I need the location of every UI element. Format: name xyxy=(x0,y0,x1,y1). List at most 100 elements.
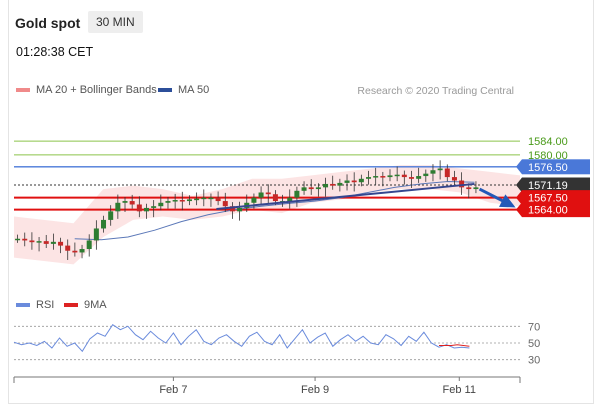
level-badge-pointer-2 xyxy=(516,159,522,175)
x-tick-label-2: Feb 11 xyxy=(443,384,476,396)
candle-body xyxy=(115,202,121,212)
candle-body xyxy=(101,219,107,229)
rsi-tick-0: 70 xyxy=(528,321,540,333)
candle-body xyxy=(22,238,28,241)
legend-ma50-label: MA 50 xyxy=(178,84,210,96)
candle-body xyxy=(151,206,157,208)
legend-bollinger-label: MA 20 + Bollinger Bands xyxy=(36,84,157,96)
level-badge-3 xyxy=(522,177,590,193)
instrument-title: Gold spot xyxy=(15,15,81,31)
candle-body xyxy=(444,168,450,178)
rsi-9ma-line xyxy=(439,344,470,347)
candle-body xyxy=(401,174,407,178)
candle-body xyxy=(58,241,64,246)
candle-body xyxy=(186,199,192,202)
level-label-0: 1584.00 xyxy=(528,136,568,148)
candle-body xyxy=(323,183,329,188)
candle-body xyxy=(86,240,92,250)
ma50-line xyxy=(74,180,475,241)
candle-body xyxy=(72,250,78,253)
legend-9ma-label: 9MA xyxy=(84,299,107,311)
candle-body xyxy=(466,187,472,190)
candle-body xyxy=(158,202,164,207)
candle-body xyxy=(258,192,264,198)
candle-body xyxy=(451,177,457,181)
candle-body xyxy=(373,176,379,178)
timestamp: 01:28:38 CET xyxy=(16,45,94,59)
x-tick-label-0: Feb 7 xyxy=(159,384,187,396)
candle-body xyxy=(437,168,443,171)
candle-body xyxy=(315,187,321,190)
candle-body xyxy=(29,240,35,243)
candle-body xyxy=(15,238,21,241)
candle-body xyxy=(222,201,228,207)
candle-body xyxy=(337,182,343,186)
candle-body xyxy=(43,241,49,244)
candle-body xyxy=(122,201,128,203)
candle-body xyxy=(330,183,336,186)
candle-body xyxy=(394,174,400,177)
candle-body xyxy=(294,190,300,198)
candle-body xyxy=(387,175,393,178)
candle-body xyxy=(194,198,200,201)
rsi-tick-2: 30 xyxy=(528,355,540,367)
candle-body xyxy=(308,187,314,190)
legend-ma50-swatch xyxy=(158,88,172,93)
level-badge-pointer-3 xyxy=(516,177,522,193)
candle-body xyxy=(459,180,465,188)
candle-body xyxy=(301,187,307,191)
rsi-line xyxy=(13,324,470,353)
candle-body xyxy=(108,211,114,220)
candle-body xyxy=(79,249,85,253)
rsi-tick-1: 50 xyxy=(528,338,540,350)
candle-body xyxy=(416,176,422,179)
legend-rsi: RSI xyxy=(16,299,54,311)
forecast-arrow-head xyxy=(499,194,516,208)
support-trendline xyxy=(216,182,475,210)
legend-rsi-label: RSI xyxy=(36,299,55,311)
legend-9ma-swatch xyxy=(64,303,78,308)
level-label-2: 1576.50 xyxy=(528,162,568,174)
candle-body xyxy=(65,245,71,251)
legend-bollinger: MA 20 + Bollinger Bands xyxy=(16,84,157,96)
candle-body xyxy=(473,187,479,190)
candle-body xyxy=(358,178,364,183)
candle-body xyxy=(179,200,185,202)
level-badge-5 xyxy=(522,202,590,218)
candle-body xyxy=(215,197,221,202)
candle-body xyxy=(251,197,257,203)
level-label-3: 1571.19 xyxy=(528,180,568,192)
candle-body xyxy=(129,201,135,205)
candle-body xyxy=(36,241,42,243)
candle-body xyxy=(366,177,372,179)
level-label-4: 1567.50 xyxy=(528,193,568,205)
candle-body xyxy=(165,201,171,203)
level-badge-pointer-4 xyxy=(516,190,522,206)
candle-body xyxy=(50,241,56,244)
level-label-5: 1564.00 xyxy=(528,205,568,217)
candle-body xyxy=(423,173,429,177)
chart-panel xyxy=(8,0,594,404)
candle-body xyxy=(344,180,350,183)
candle-body xyxy=(208,197,214,200)
legend-bollinger-swatch xyxy=(16,88,30,93)
candle-body xyxy=(408,177,414,179)
timeframe-badge[interactable]: 30 MIN xyxy=(88,11,143,33)
candle-body xyxy=(430,170,436,174)
legend-rsi-swatch xyxy=(16,303,30,308)
candle-body xyxy=(380,176,386,178)
bollinger-band xyxy=(14,165,520,265)
candle-body xyxy=(272,194,278,202)
candle-body xyxy=(143,207,150,212)
candle-body xyxy=(229,206,235,212)
chart-header: Gold spot 30 MIN xyxy=(8,8,594,38)
level-badge-2 xyxy=(522,159,590,175)
candle-body xyxy=(287,197,293,202)
candle-body xyxy=(237,207,243,212)
candle-body xyxy=(351,180,357,183)
level-badge-pointer-5 xyxy=(516,202,522,218)
copyright-text: Research © 2020 Trading Central xyxy=(357,85,514,97)
candle-body xyxy=(201,197,207,200)
candle-body xyxy=(172,200,178,202)
